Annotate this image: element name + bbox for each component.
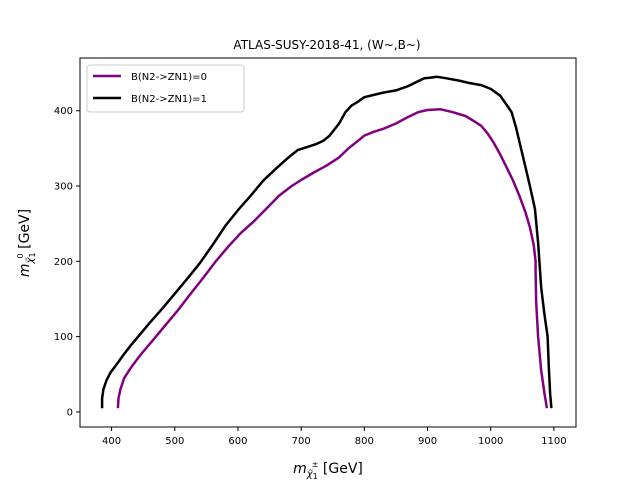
series-line-0 (116, 107, 549, 409)
x-tick-label: 1100 (541, 436, 566, 447)
x-tick-label: 800 (355, 436, 374, 447)
y-tick-label: 0 (67, 407, 73, 418)
series-line-1 (100, 75, 553, 409)
x-axis-label-subsub: 1 (313, 472, 318, 480)
x-tick-label: 900 (418, 436, 437, 447)
series-layer (100, 75, 553, 409)
x-tick-label: 400 (102, 436, 121, 447)
y-tick-label: 100 (54, 332, 73, 343)
x-tick-label: 700 (292, 436, 311, 447)
x-axis-label-sub: χ̃ (306, 468, 314, 480)
y-axis-ticks: 0 100 200 300 400 (54, 106, 80, 418)
legend-label-series-1: B(N2->ZN1)=1 (131, 94, 207, 105)
legend-frame (86, 64, 245, 113)
x-axis-ticks: 400 500 600 700 800 900 1000 1100 (102, 427, 567, 447)
x-axis-label: mχ̃1 ± [GeV] (293, 460, 363, 480)
y-axis-label: mχ̃10 [GeV] (16, 209, 37, 277)
y-axis-label-unit: [GeV] (17, 209, 33, 253)
legend-label-series-0: B(N2->ZN1)=0 (131, 72, 207, 83)
y-tick-label: 200 (54, 257, 73, 268)
x-axis-label-main: m (293, 461, 307, 477)
legend: B(N2->ZN1)=0 B(N2->ZN1)=1 (86, 64, 245, 113)
x-tick-label: 1000 (478, 436, 503, 447)
y-axis-label-sub: χ̃ (24, 256, 36, 264)
chart-title: ATLAS-SUSY-2018-41, (W~,B~) (233, 38, 420, 52)
y-tick-label: 400 (54, 106, 73, 117)
x-axis-label-unit: [GeV] (318, 461, 362, 477)
y-axis-label-sup: 0 (16, 253, 25, 258)
plot-frame (79, 57, 577, 428)
x-axis-label-sup: ± (312, 460, 319, 469)
y-axis-label-subsub: 1 (28, 252, 37, 257)
y-tick-label: 300 (54, 182, 73, 193)
x-tick-label: 600 (228, 436, 247, 447)
y-axis-label-main: m (17, 263, 33, 277)
x-tick-label: 500 (165, 436, 184, 447)
